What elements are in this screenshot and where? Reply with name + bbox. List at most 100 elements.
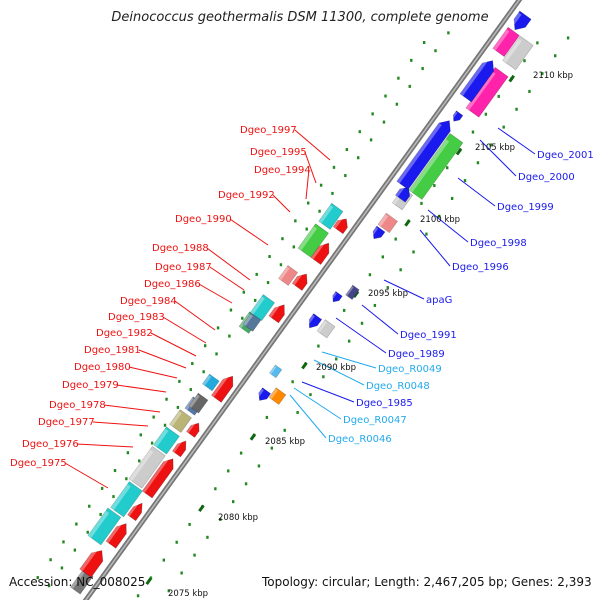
gene-highlight bbox=[318, 205, 334, 224]
gene-arrow bbox=[105, 523, 127, 549]
label-leaders bbox=[64, 127, 536, 489]
tick-mark bbox=[99, 512, 102, 516]
gene-arrow bbox=[395, 186, 411, 203]
gene-feature bbox=[211, 374, 234, 403]
gene-feature bbox=[202, 373, 220, 392]
gene-highlight bbox=[278, 266, 290, 281]
tick-mark bbox=[113, 469, 117, 473]
gene-highlight bbox=[70, 571, 85, 589]
tick-mark bbox=[397, 76, 400, 80]
gene-box bbox=[188, 392, 209, 414]
gene-feature bbox=[345, 284, 360, 300]
gene-feature bbox=[305, 313, 323, 329]
major-tick bbox=[198, 504, 205, 513]
tick-mark bbox=[347, 339, 351, 343]
kbp-label: 2110 kbp bbox=[533, 71, 573, 81]
gene-feature bbox=[310, 241, 330, 265]
gene-label-left: Dgeo_1994 bbox=[254, 165, 311, 176]
gene-box bbox=[242, 312, 262, 332]
tick-mark bbox=[368, 273, 372, 277]
tick-mark bbox=[167, 589, 170, 593]
tick-mark bbox=[476, 161, 480, 165]
tick-mark bbox=[279, 263, 283, 267]
label-leader bbox=[92, 421, 149, 427]
label-leader bbox=[138, 349, 187, 369]
tick-mark bbox=[139, 433, 142, 437]
tick-mark bbox=[381, 255, 385, 259]
tick-mark bbox=[422, 41, 426, 45]
gene-label-left: Dgeo_1984 bbox=[120, 296, 177, 307]
tick-mark bbox=[382, 120, 386, 124]
label-leader bbox=[361, 304, 399, 335]
major-tick bbox=[404, 219, 411, 227]
gene-label-right: Dgeo_2001 bbox=[537, 150, 594, 161]
gene-highlight bbox=[79, 548, 98, 572]
gene-highlight bbox=[450, 111, 458, 121]
gene-labels: Dgeo_1997 Dgeo_1995 Dgeo_1994 Dgeo_1992 Dgeo… bbox=[10, 125, 594, 469]
tick-mark bbox=[255, 272, 258, 276]
gene-feature bbox=[268, 387, 287, 405]
gene-feature bbox=[369, 225, 386, 240]
tick-mark bbox=[369, 138, 373, 142]
tick-mark bbox=[86, 530, 89, 534]
tick-mark bbox=[283, 428, 286, 432]
gene-highlight bbox=[369, 227, 379, 238]
gene-box bbox=[408, 132, 464, 200]
tick-mark bbox=[229, 308, 233, 312]
gene-label-right: Dgeo_R0046 bbox=[328, 434, 392, 445]
gene-arrow bbox=[308, 313, 323, 329]
gene-arrow bbox=[513, 10, 532, 31]
gene-features bbox=[70, 10, 534, 595]
tick-mark bbox=[62, 540, 65, 544]
gene-highlight bbox=[492, 29, 510, 51]
gene-arrow bbox=[310, 242, 330, 265]
gene-highlight bbox=[255, 388, 264, 399]
gene-highlight bbox=[153, 428, 169, 448]
label-leader bbox=[304, 151, 317, 184]
label-leader bbox=[427, 209, 469, 243]
tick-mark bbox=[318, 209, 321, 213]
gene-feature bbox=[318, 202, 344, 230]
kbp-label: 2090 kbp bbox=[316, 363, 356, 373]
gene-label-left: Dgeo_1983 bbox=[108, 312, 165, 323]
gene-feature bbox=[450, 110, 464, 122]
major-tick bbox=[508, 74, 515, 83]
gene-feature bbox=[141, 458, 174, 499]
gene-highlight bbox=[250, 296, 265, 315]
tick-mark bbox=[554, 54, 557, 58]
tick-mark bbox=[344, 174, 347, 178]
gene-label-right: Dgeo_R0047 bbox=[343, 415, 407, 426]
gene-label-left: Dgeo_1995 bbox=[250, 147, 307, 158]
tick-mark bbox=[345, 148, 349, 152]
tick-mark bbox=[296, 410, 299, 414]
label-leader bbox=[457, 177, 496, 207]
label-leader bbox=[497, 127, 536, 155]
tick-mark bbox=[566, 36, 570, 40]
gene-arrow bbox=[211, 375, 234, 403]
tick-mark bbox=[206, 535, 209, 539]
tick-mark bbox=[294, 219, 297, 223]
gene-feature bbox=[509, 10, 532, 31]
gene-feature bbox=[172, 439, 187, 458]
gene-feature bbox=[459, 60, 494, 103]
gene-arrow bbox=[372, 225, 386, 240]
gene-label-right: Dgeo_1991 bbox=[400, 330, 457, 341]
major-tick bbox=[455, 147, 463, 156]
gene-feature bbox=[396, 120, 451, 190]
tick-mark bbox=[399, 268, 402, 272]
gene-arrow bbox=[332, 291, 343, 303]
gene-feature bbox=[249, 294, 276, 322]
tick-mark bbox=[502, 125, 505, 129]
gene-highlight bbox=[188, 394, 200, 408]
gene-highlight bbox=[269, 388, 278, 400]
label-leader bbox=[419, 229, 451, 267]
gene-highlight bbox=[110, 484, 131, 510]
gene-box bbox=[318, 202, 344, 230]
label-leader bbox=[383, 279, 425, 300]
gene-feature bbox=[153, 426, 180, 455]
label-leader bbox=[294, 129, 331, 161]
gene-label-left: Dgeo_1979 bbox=[62, 380, 119, 391]
label-leader bbox=[64, 462, 109, 489]
tick-mark bbox=[136, 594, 140, 598]
kbp-labels: 2075 kbp 2080 kbp 2085 kbp 2090 kbp 2095 kbp… bbox=[168, 71, 573, 599]
